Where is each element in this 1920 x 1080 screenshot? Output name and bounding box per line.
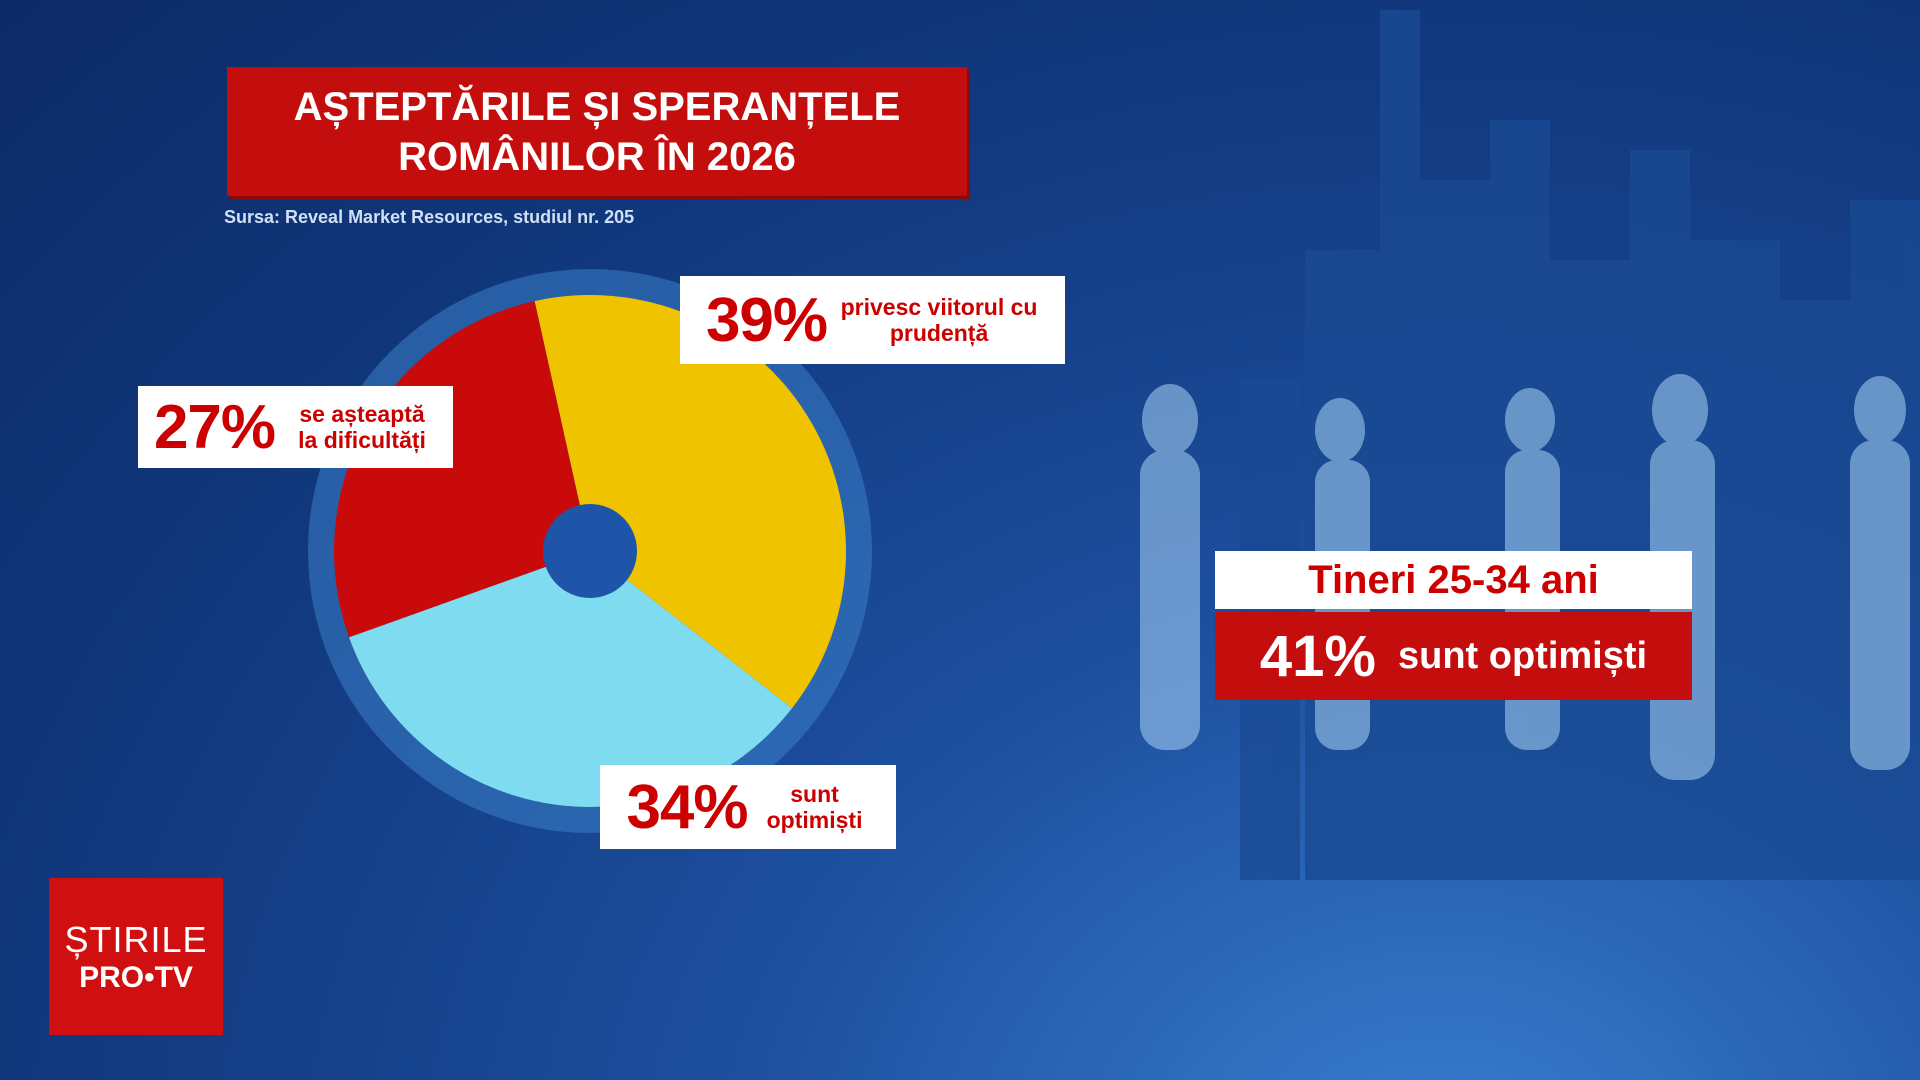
- logo: ȘTIRILE PRO•TV: [49, 878, 223, 1035]
- value-label: 34%: [626, 772, 748, 842]
- value-label: 27%: [153, 392, 276, 462]
- pie-hole: [543, 504, 637, 598]
- category-label: privesc viitorul cu prudență: [840, 294, 1038, 346]
- slice-label: 27% se așteaptă la dificultăți: [138, 386, 453, 468]
- logo-text: PRO•TV: [79, 960, 193, 994]
- category-label: se așteaptă la dificultăți: [298, 401, 426, 453]
- pie-slice: [334, 301, 590, 638]
- value-label: 39%: [705, 285, 828, 355]
- title: AȘTEPTĂRILE ȘI SPERANȚELE ROMÂNILOR ÎN 2…: [227, 67, 967, 196]
- callout-value: 41%: [1259, 623, 1376, 689]
- pie-slice: [348, 551, 793, 808]
- slice-label: 34% sunt optimiști: [600, 765, 896, 849]
- category-label: sunt optimiști: [766, 781, 863, 833]
- logo-text: ȘTIRILE: [64, 918, 208, 960]
- pie-slice: [534, 295, 847, 709]
- source: Sursa: Reveal Market Resources, studiul …: [224, 207, 635, 227]
- callout-text: sunt optimiști: [1397, 634, 1648, 677]
- callout-heading: Tineri 25-34 ani: [1215, 551, 1692, 609]
- slice-label: 39% privesc viitorul cu prudență: [680, 276, 1065, 364]
- callout: 41% sunt optimiști: [1215, 612, 1692, 700]
